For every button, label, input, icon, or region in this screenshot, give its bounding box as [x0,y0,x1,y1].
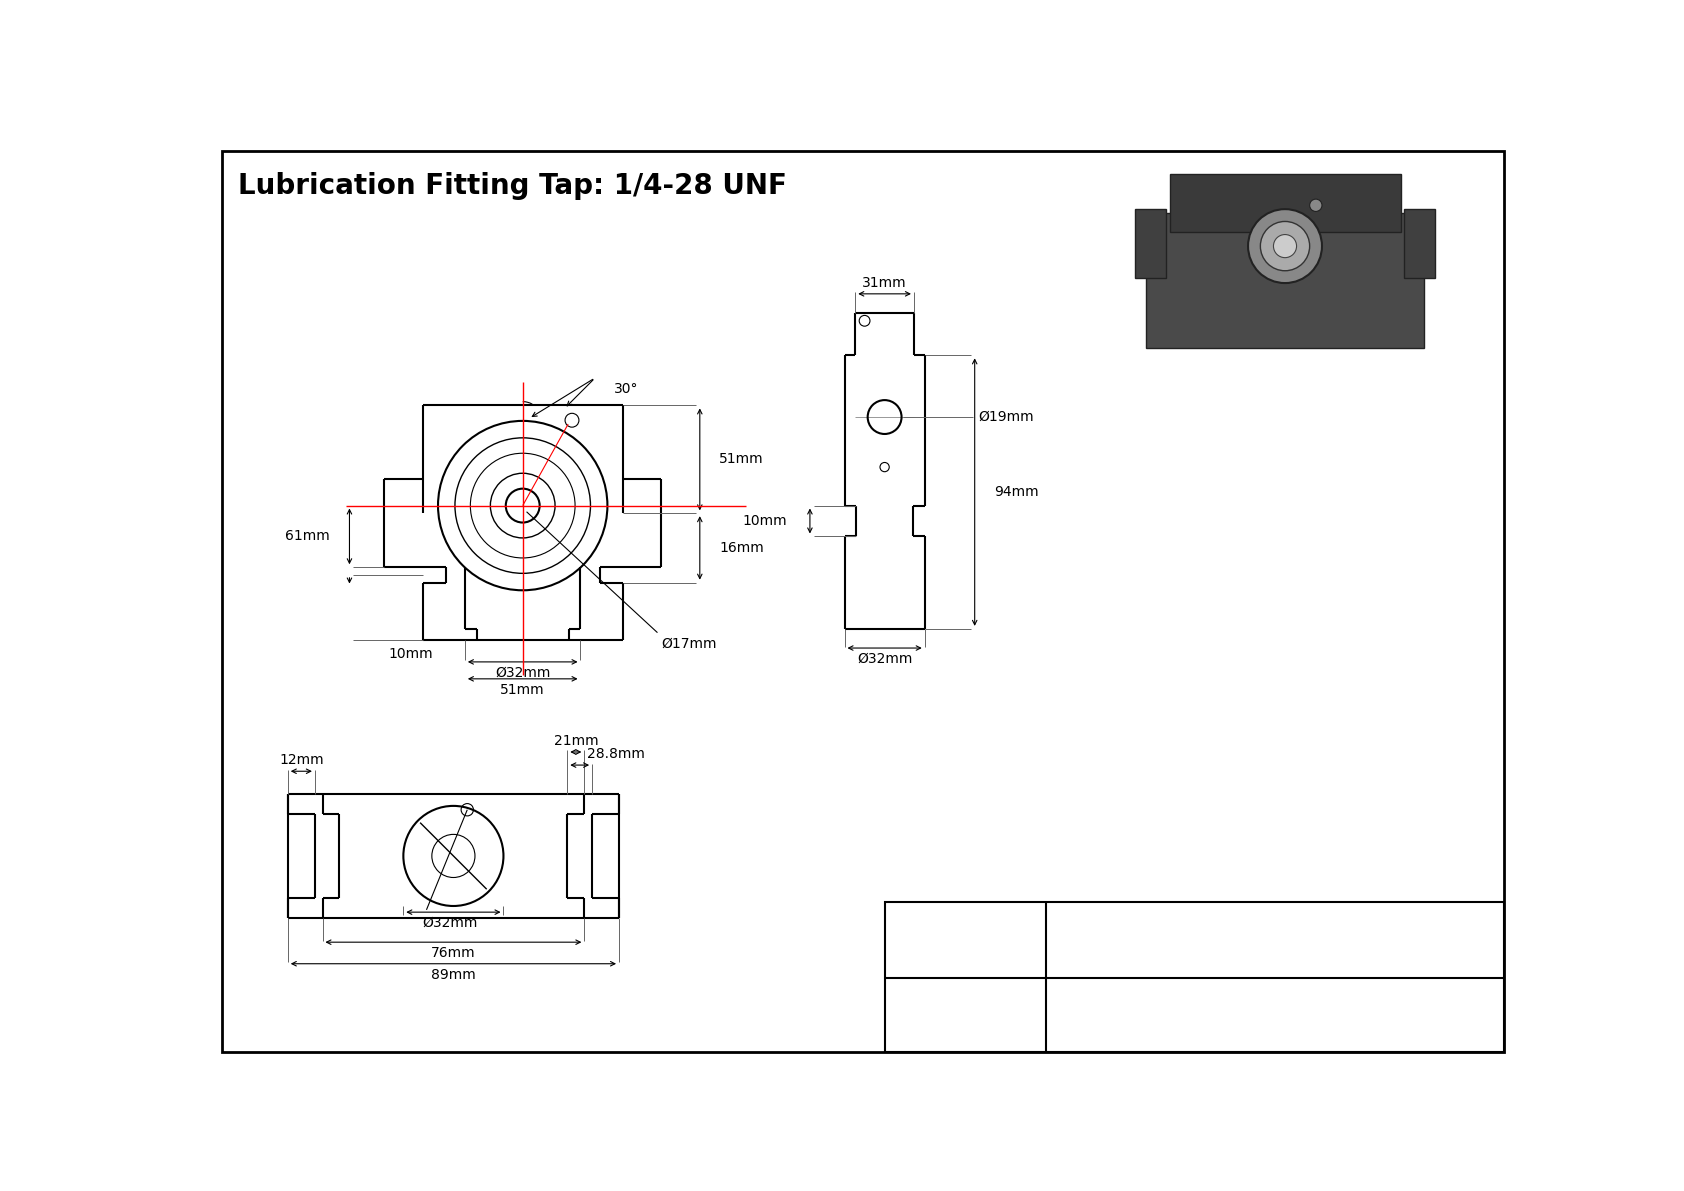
Text: 21mm: 21mm [554,734,598,748]
Text: SHANGHAI LILY BEARING LIMITED: SHANGHAI LILY BEARING LIMITED [1132,921,1418,936]
Text: Email: lilybearing@lily-bearing.com: Email: lilybearing@lily-bearing.com [1164,947,1386,960]
Circle shape [1248,210,1322,283]
Text: 76mm: 76mm [431,946,475,960]
Text: LILY: LILY [908,913,1024,966]
Text: ®: ® [999,918,1014,934]
Text: Ø19mm: Ø19mm [978,410,1034,424]
Text: 61mm: 61mm [286,529,330,543]
Text: 31mm: 31mm [862,276,908,291]
Bar [1169,175,1401,232]
Circle shape [1273,235,1297,257]
Text: Ø17mm: Ø17mm [662,636,717,650]
Text: Ø32mm: Ø32mm [423,916,477,930]
Text: Ø32mm: Ø32mm [857,651,913,666]
Text: 51mm: 51mm [719,453,763,467]
Text: 28.8mm: 28.8mm [588,747,645,761]
Text: 89mm: 89mm [431,967,477,981]
Text: 10mm: 10mm [387,647,433,661]
Text: 51mm: 51mm [500,682,546,697]
Text: Prime Plus Series Take-Up Units: Prime Plus Series Take-Up Units [1165,1018,1384,1033]
Bar [1135,210,1165,279]
Text: Ø32mm: Ø32mm [495,666,551,680]
Text: 30°: 30° [615,382,638,397]
Text: 16mm: 16mm [719,541,765,555]
Text: 12mm: 12mm [280,754,323,767]
Text: Lubrication Fitting Tap: 1/4-28 UNF: Lubrication Fitting Tap: 1/4-28 UNF [237,172,786,200]
Circle shape [1260,222,1310,270]
Bar [1404,210,1435,279]
Bar [884,902,1504,1053]
Text: 10mm: 10mm [743,515,786,528]
Bar [1147,213,1423,348]
Text: Part
Number: Part Number [935,999,997,1031]
Text: 94mm: 94mm [994,485,1039,499]
Circle shape [1310,199,1322,212]
Text: MUCT203: MUCT203 [1228,996,1322,1014]
